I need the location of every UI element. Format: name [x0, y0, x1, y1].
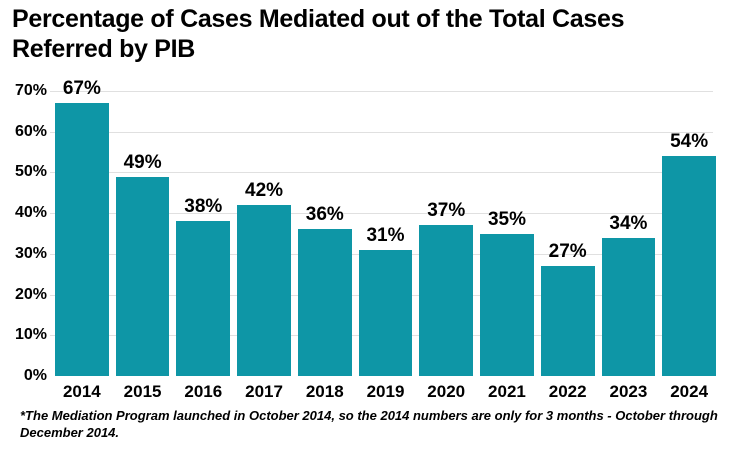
gridline-50: [50, 172, 713, 174]
footnote: *The Mediation Program launched in Octob…: [20, 408, 718, 440]
bar-value-label: 54%: [670, 131, 709, 153]
y-tick-label: 70%: [14, 82, 47, 99]
y-tick-label: 10%: [14, 326, 47, 344]
bar-2021: [480, 233, 534, 376]
gridline-70: [50, 91, 713, 92]
y-tick-label: 50%: [14, 163, 47, 181]
bar-value-label: 49%: [123, 151, 162, 173]
bar-2015: [115, 176, 170, 376]
x-tick-label: 2018: [305, 382, 344, 401]
bar-2017: [237, 205, 291, 376]
gridline-40: [50, 213, 713, 215]
chart-title-line-1: Percentage of Cases Mediated out of the …: [12, 5, 625, 33]
plot-area: 67% 49% 38% 42% 36% 31% 37% 35% 27% 34% 54%: [50, 78, 716, 376]
bar-value-label: 36%: [305, 204, 344, 226]
bar-value-label: 37%: [427, 200, 466, 222]
y-tick-label: 20%: [14, 285, 47, 303]
bar-2016: [176, 221, 231, 376]
chart-title: Percentage of Cases Mediated out of the …: [12, 4, 624, 64]
chart-title-line-2: Referred by PIB: [12, 35, 196, 63]
x-tick-label: 2014: [62, 382, 101, 401]
bar-2019: [358, 249, 413, 376]
x-tick-label: 2019: [366, 382, 405, 401]
x-tick-label: 2022: [548, 382, 587, 401]
x-tick-label: 2015: [123, 382, 162, 401]
bar-value-label: 67%: [62, 78, 101, 100]
y-tick-label: 0%: [23, 367, 47, 384]
gridline-60: [50, 131, 713, 133]
y-tick-label: 40%: [14, 204, 47, 222]
bar-value-label: 42%: [245, 180, 284, 201]
bar-value-label: 27%: [548, 241, 587, 263]
bar-2022: [540, 266, 595, 376]
bar-2014: [55, 103, 109, 376]
bar-2018: [297, 229, 352, 376]
bar-value-label: 34%: [609, 212, 648, 234]
x-tick-label: 2020: [427, 382, 466, 401]
x-tick-label: 2024: [670, 382, 709, 401]
x-tick-label: 2016: [184, 382, 223, 401]
bar-value-label: 31%: [366, 224, 405, 246]
x-tick-label: 2017: [245, 382, 283, 401]
bar-2024: [662, 156, 716, 376]
bar-2020: [419, 225, 474, 376]
x-tick-label: 2021: [488, 382, 526, 401]
bar-2023: [601, 237, 656, 376]
y-tick-label: 60%: [14, 122, 47, 140]
bar-value-label: 35%: [487, 208, 526, 230]
y-tick-label: 30%: [14, 244, 47, 262]
x-tick-label: 2023: [609, 382, 648, 401]
bar-value-label: 38%: [184, 196, 223, 218]
